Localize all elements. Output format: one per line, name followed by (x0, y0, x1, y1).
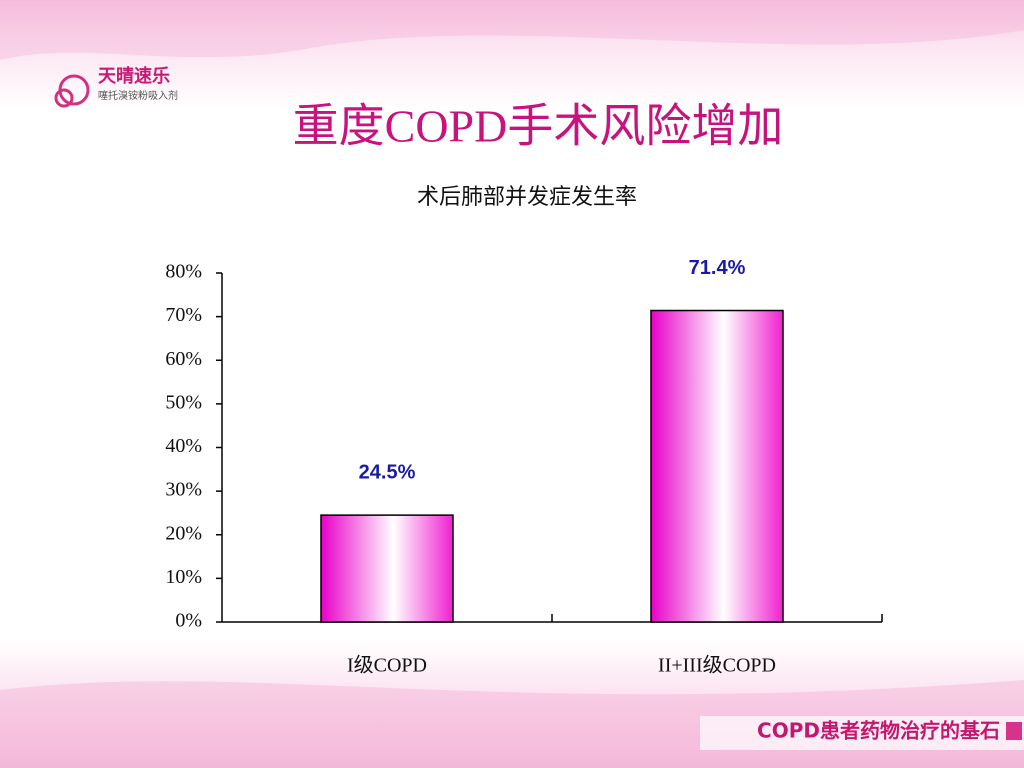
chart-subtitle: 术后肺部并发症发生率 (417, 184, 637, 209)
y-tick-label: 80% (165, 261, 202, 283)
y-tick-label: 50% (165, 391, 202, 413)
chart-title: 重度COPD手术风险增加 (293, 101, 784, 152)
x-tick-label: II+III级COPD (658, 654, 776, 677)
logo-subtitle: 噻托溴铵粉吸入剂 (98, 89, 178, 102)
y-tick-label: 30% (165, 479, 202, 501)
logo-name: 天晴速乐 (98, 65, 170, 87)
y-tick-label: 70% (165, 304, 202, 326)
y-tick-label: 10% (165, 566, 202, 588)
bar (650, 309, 784, 623)
value-label: 71.4% (689, 257, 746, 279)
y-tick-label: 20% (165, 522, 202, 544)
x-tick-label: I级COPD (347, 654, 427, 677)
top-wave (0, 0, 1024, 60)
logo-mark (54, 88, 74, 108)
footer-band (700, 716, 1024, 750)
y-tick-label: 40% (165, 435, 202, 457)
y-tick-label: 0% (175, 610, 202, 632)
bar (320, 514, 454, 623)
logo: 天晴速乐 噻托溴铵粉吸入剂 (54, 65, 178, 108)
y-tick-label: 60% (165, 348, 202, 370)
footer-text: COPD患者药物治疗的基石 (757, 719, 1000, 743)
value-label: 24.5% (359, 461, 416, 483)
footer-square (1006, 722, 1022, 740)
